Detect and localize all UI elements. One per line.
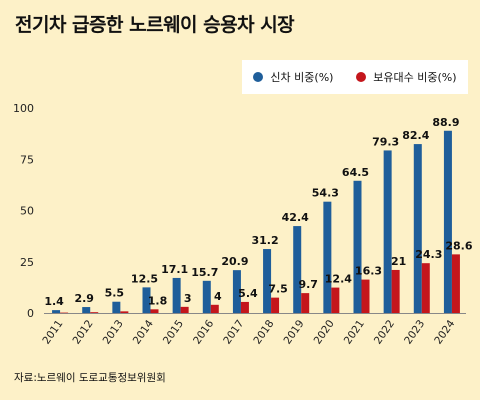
data-label-fleet-share: 24.3 [415, 248, 442, 261]
chart-title: 전기차 급증한 노르웨이 승용차 시장 [15, 14, 295, 36]
bar-fleet-share [391, 269, 400, 313]
x-tick-label: 2024 [432, 318, 457, 347]
bar-new-car-share [52, 310, 61, 313]
bar-new-car-share [293, 226, 302, 313]
data-label-new-car-share: 12.5 [131, 272, 158, 285]
bar-fleet-share [210, 304, 219, 313]
bar-new-car-share [202, 280, 211, 313]
data-label-fleet-share: 28.6 [445, 239, 472, 252]
bar-fleet-share [301, 293, 310, 313]
bar-new-car-share [353, 180, 362, 313]
data-label-new-car-share: 1.4 [44, 295, 64, 308]
x-tick-label: 2018 [251, 318, 276, 347]
bar-fleet-share [60, 312, 69, 314]
data-label-new-car-share: 88.9 [432, 116, 459, 129]
bar-fleet-share [421, 263, 430, 313]
data-label-fleet-share: 4 [214, 290, 222, 303]
x-tick-label: 2016 [191, 318, 216, 347]
data-label-new-car-share: 2.9 [74, 292, 94, 305]
bar-new-car-share [82, 307, 91, 313]
bar-fleet-share [120, 311, 129, 313]
legend-swatch-red [356, 72, 367, 82]
data-label-fleet-share: 7.5 [268, 283, 288, 296]
bar-fleet-share [180, 306, 189, 313]
x-tick-label: 2023 [402, 318, 427, 347]
data-label-new-car-share: 64.5 [342, 166, 369, 179]
legend-label-new-car-share: 신차 비중(%) [270, 71, 334, 84]
y-tick-label: 0 [27, 307, 34, 320]
x-tick-label: 2015 [161, 318, 186, 347]
x-tick-label: 2011 [40, 318, 65, 347]
x-tick-label: 2017 [221, 318, 246, 347]
y-tick-label: 75 [20, 153, 34, 166]
data-label-new-car-share: 15.7 [191, 266, 218, 279]
bar-new-car-share [323, 201, 332, 313]
data-label-fleet-share: 16.3 [355, 265, 382, 278]
y-tick-label: 100 [13, 102, 34, 115]
bar-new-car-share [263, 249, 272, 313]
bar-fleet-share [331, 287, 340, 313]
legend-item-new-car-share: 신차 비중(%) [253, 69, 333, 85]
data-label-new-car-share: 5.5 [105, 287, 125, 300]
bar-new-car-share [112, 301, 121, 313]
data-label-new-car-share: 20.9 [221, 255, 248, 268]
x-tick-label: 2020 [312, 318, 337, 347]
bar-fleet-share [451, 254, 460, 313]
bar-fleet-share [150, 309, 159, 313]
source-note: 자료:노르웨이 도로교통정보위원회 [14, 372, 166, 384]
x-tick-label: 2022 [372, 318, 397, 347]
x-tick-label: 2012 [71, 318, 96, 347]
data-label-new-car-share: 82.4 [402, 129, 429, 142]
x-tick-label: 2021 [342, 318, 367, 347]
data-label-new-car-share: 42.4 [282, 211, 309, 224]
y-tick-label: 50 [20, 205, 34, 218]
bar-new-car-share [413, 144, 422, 313]
legend-label-fleet-share: 보유대수 비중(%) [373, 71, 457, 84]
bar-new-car-share [142, 287, 151, 313]
bar-fleet-share [361, 279, 370, 313]
data-label-new-car-share: 17.1 [161, 263, 188, 276]
data-label-fleet-share: 9.7 [298, 278, 318, 291]
data-label-fleet-share: 5.4 [238, 287, 258, 300]
data-label-new-car-share: 31.2 [252, 234, 279, 247]
x-tick-label: 2014 [131, 318, 156, 347]
bar-new-car-share [383, 150, 392, 313]
bar-new-car-share [172, 277, 181, 313]
legend-swatch-blue [253, 72, 264, 82]
data-label-new-car-share: 54.3 [312, 187, 339, 200]
data-label-fleet-share: 3 [184, 292, 192, 305]
bar-new-car-share [232, 270, 241, 313]
bar-new-car-share [443, 130, 452, 313]
data-label-fleet-share: 12.4 [325, 273, 352, 286]
data-label-new-car-share: 79.3 [372, 135, 399, 148]
data-label-fleet-share: 21 [391, 255, 406, 268]
x-tick-label: 2019 [282, 318, 307, 347]
x-tick-label: 2013 [101, 318, 126, 347]
bar-fleet-share [271, 297, 280, 313]
bar-fleet-share [90, 312, 99, 313]
legend-item-fleet-share: 보유대수 비중(%) [356, 69, 457, 85]
legend: 신차 비중(%) 보유대수 비중(%) [242, 60, 468, 94]
bar-fleet-share [240, 301, 249, 313]
y-tick-label: 25 [20, 256, 34, 269]
data-label-fleet-share: 1.8 [148, 294, 168, 307]
